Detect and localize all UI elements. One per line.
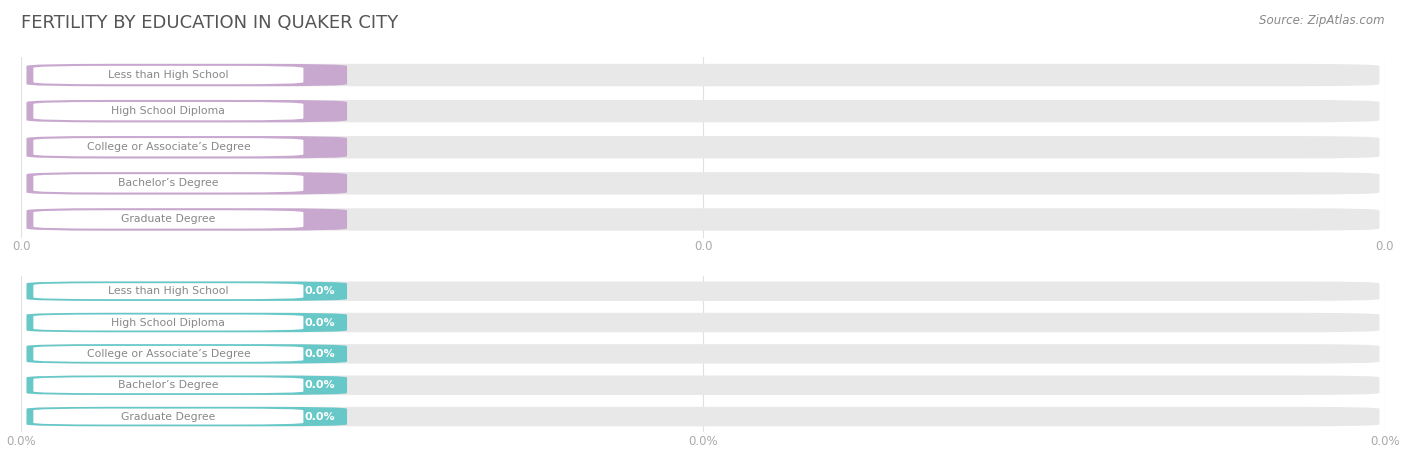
Text: College or Associate’s Degree: College or Associate’s Degree (87, 349, 250, 359)
Text: Bachelor’s Degree: Bachelor’s Degree (118, 178, 218, 189)
Text: High School Diploma: High School Diploma (111, 317, 225, 328)
FancyBboxPatch shape (34, 377, 304, 393)
FancyBboxPatch shape (34, 138, 304, 156)
Text: College or Associate’s Degree: College or Associate’s Degree (87, 142, 250, 152)
FancyBboxPatch shape (27, 64, 347, 86)
Text: 0.0%: 0.0% (304, 286, 335, 296)
FancyBboxPatch shape (27, 172, 347, 195)
FancyBboxPatch shape (27, 172, 1379, 195)
Text: 0.0: 0.0 (315, 70, 335, 80)
FancyBboxPatch shape (27, 313, 1379, 332)
Text: Graduate Degree: Graduate Degree (121, 214, 215, 225)
FancyBboxPatch shape (27, 376, 1379, 395)
FancyBboxPatch shape (27, 100, 347, 123)
FancyBboxPatch shape (34, 314, 304, 331)
Text: 0.0%: 0.0% (304, 349, 335, 359)
Text: 0.0: 0.0 (315, 106, 335, 116)
FancyBboxPatch shape (34, 102, 304, 120)
FancyBboxPatch shape (27, 282, 347, 301)
FancyBboxPatch shape (34, 174, 304, 192)
FancyBboxPatch shape (27, 64, 1379, 86)
Text: 0.0%: 0.0% (304, 380, 335, 390)
FancyBboxPatch shape (27, 136, 347, 159)
Text: Source: ZipAtlas.com: Source: ZipAtlas.com (1260, 14, 1385, 27)
FancyBboxPatch shape (27, 136, 1379, 159)
FancyBboxPatch shape (34, 283, 304, 299)
FancyBboxPatch shape (34, 66, 304, 84)
FancyBboxPatch shape (34, 210, 304, 228)
FancyBboxPatch shape (27, 208, 1379, 231)
FancyBboxPatch shape (34, 408, 304, 425)
Text: 0.0: 0.0 (315, 214, 335, 225)
Text: FERTILITY BY EDUCATION IN QUAKER CITY: FERTILITY BY EDUCATION IN QUAKER CITY (21, 14, 398, 32)
FancyBboxPatch shape (27, 208, 347, 231)
Text: Less than High School: Less than High School (108, 70, 229, 80)
FancyBboxPatch shape (27, 407, 1379, 426)
Text: 0.0: 0.0 (315, 178, 335, 189)
Text: High School Diploma: High School Diploma (111, 106, 225, 116)
FancyBboxPatch shape (34, 346, 304, 362)
FancyBboxPatch shape (27, 407, 347, 426)
Text: Less than High School: Less than High School (108, 286, 229, 296)
FancyBboxPatch shape (27, 376, 347, 395)
Text: Graduate Degree: Graduate Degree (121, 411, 215, 422)
FancyBboxPatch shape (27, 344, 1379, 363)
FancyBboxPatch shape (27, 100, 1379, 123)
Text: 0.0%: 0.0% (304, 317, 335, 328)
FancyBboxPatch shape (27, 282, 1379, 301)
Text: 0.0%: 0.0% (304, 411, 335, 422)
Text: Bachelor’s Degree: Bachelor’s Degree (118, 380, 218, 390)
FancyBboxPatch shape (27, 344, 347, 363)
FancyBboxPatch shape (27, 313, 347, 332)
Text: 0.0: 0.0 (315, 142, 335, 152)
